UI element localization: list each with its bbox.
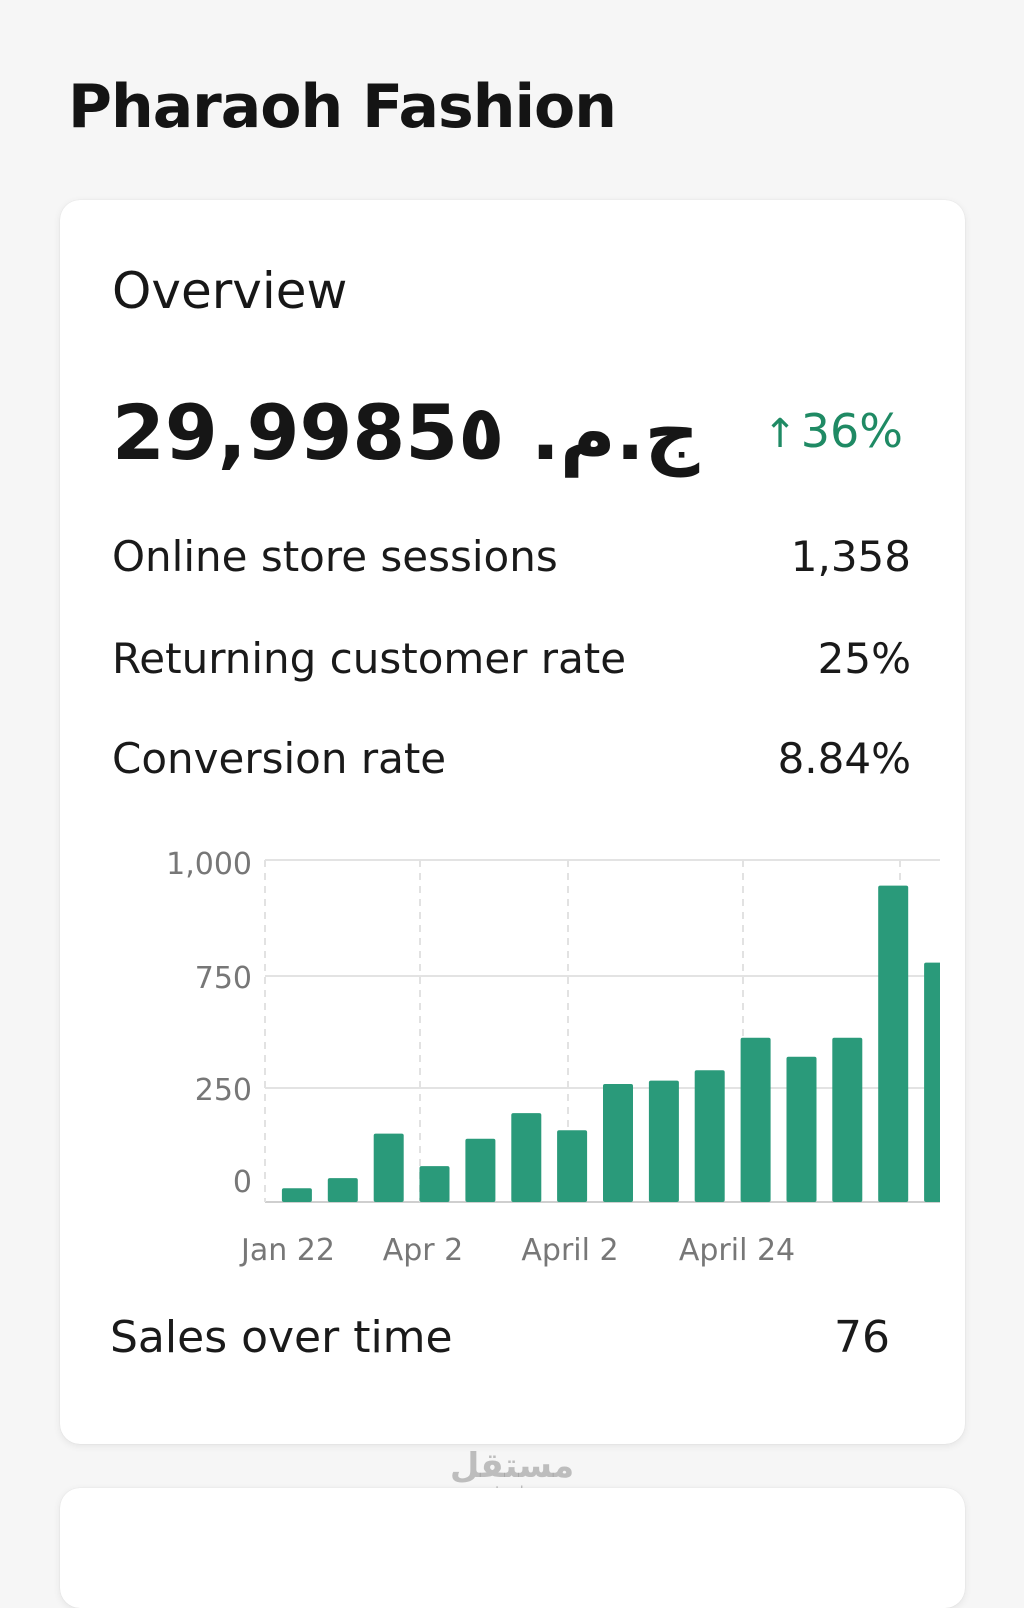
chart-bar[interactable] (832, 1037, 863, 1202)
chart-bar[interactable] (373, 1133, 404, 1202)
watermark-logo: مستقل (449, 1446, 575, 1486)
arrow-up-icon: ↑ (763, 411, 797, 457)
chart-bar[interactable] (419, 1166, 450, 1202)
sales-bar-chart: 1,000 750 250 0 Jan 22 Apr 2 April 2 Apr… (166, 847, 940, 1268)
y-tick-label: 1,000 (166, 847, 252, 882)
total-sales-value: ج.م. 29,9985٥ (112, 388, 700, 477)
secondary-card (60, 1488, 965, 1608)
chart-bar[interactable] (603, 1084, 633, 1202)
chart-bar[interactable] (465, 1138, 496, 1202)
metric-label: Returning customer rate (112, 633, 627, 683)
metric-label: Online store sessions (112, 531, 558, 581)
chart-bar[interactable] (786, 1056, 817, 1202)
x-tick-label: Apr 2 (383, 1233, 464, 1268)
metric-value: 8.84% (777, 733, 911, 783)
overview-title: Overview (112, 262, 348, 320)
chart-bar[interactable] (694, 1070, 725, 1202)
metric-row-sessions[interactable]: Online store sessions 1,358 (112, 526, 911, 586)
metric-label: Conversion rate (112, 733, 447, 783)
chart-bar[interactable] (327, 1178, 358, 1202)
chart-bar[interactable] (281, 1188, 312, 1202)
overview-card: Overview ج.م. 29,9985٥ ↑36% Online store… (60, 200, 965, 1444)
chart-bar[interactable] (648, 1080, 679, 1202)
sales-over-time-label: Sales over time (110, 1312, 453, 1363)
y-tick-label: 250 (195, 1073, 252, 1108)
change-percent: 36% (800, 404, 903, 458)
sales-over-time-value: 76 (834, 1312, 890, 1363)
app-title: Pharaoh Fashion (68, 72, 617, 142)
change-indicator: ↑36% (763, 404, 903, 458)
chart-bar[interactable] (740, 1037, 771, 1202)
chart-bar[interactable] (557, 1130, 588, 1202)
chart-bars (281, 885, 940, 1202)
x-tick-label: April 24 (679, 1233, 795, 1268)
chart-bar[interactable] (924, 962, 940, 1202)
metric-row-conversion-rate[interactable]: Conversion rate 8.84% (112, 728, 911, 788)
metric-row-returning-rate[interactable]: Returning customer rate 25% (112, 628, 911, 688)
y-axis-ticks: 1,000 750 250 0 (166, 847, 252, 1200)
sales-over-time-row[interactable]: Sales over time 76 (110, 1312, 890, 1363)
metric-value: 1,358 (790, 531, 911, 581)
y-tick-label: 0 (233, 1165, 252, 1200)
x-tick-label: April 2 (521, 1233, 618, 1268)
metric-value: 25% (817, 633, 911, 683)
chart-bar[interactable] (878, 885, 909, 1202)
y-tick-label: 750 (195, 961, 252, 996)
x-axis-ticks: Jan 22 Apr 2 April 2 April 24 (239, 1233, 795, 1268)
chart-bar[interactable] (511, 1113, 542, 1202)
x-tick-label: Jan 22 (239, 1233, 335, 1268)
